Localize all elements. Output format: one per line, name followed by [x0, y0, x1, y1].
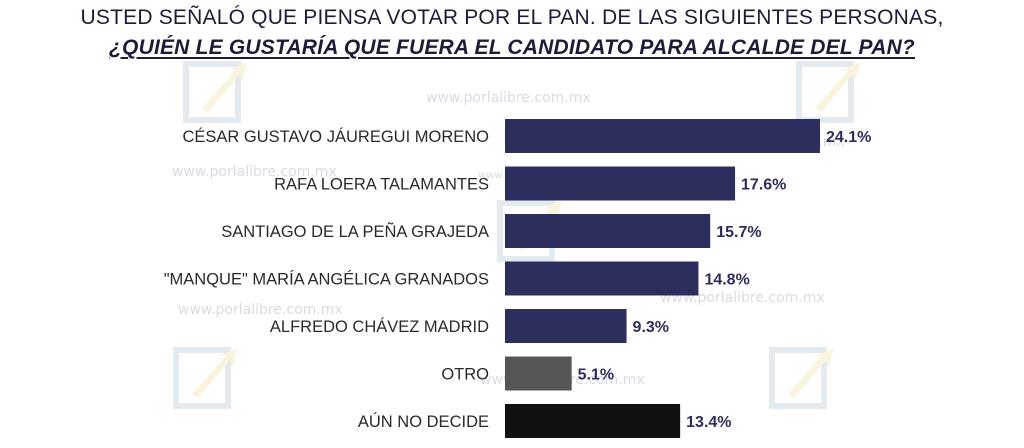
bar	[505, 119, 820, 153]
value-label: 15.7%	[716, 224, 761, 241]
watermark-text: www.porlalibre.com.mx	[178, 302, 343, 318]
watermark-logo-icon	[173, 347, 238, 409]
watermark-logo-icon	[769, 347, 834, 409]
value-label: 13.4%	[686, 414, 731, 431]
category-label: OTRO	[441, 366, 489, 384]
chart-title-question: ¿QUIÉN LE GUSTARÍA QUE FUERA EL CANDIDAT…	[109, 36, 915, 59]
bar	[505, 356, 572, 391]
bar	[505, 261, 699, 296]
category-label: RAFA LOERA TALAMANTES	[274, 176, 489, 194]
watermark-text: www.porlalibre.com.mx	[660, 290, 825, 306]
value-label: 14.8%	[704, 272, 749, 289]
watermark-logo-icon	[796, 61, 861, 123]
watermark-logo-icon	[183, 61, 248, 123]
category-label: "MANQUE" MARÍA ANGÉLICA GRANADOS	[164, 270, 489, 289]
category-label: AÚN NO DECIDE	[358, 412, 489, 431]
value-label: 5.1%	[578, 367, 614, 384]
bar	[505, 309, 627, 343]
bar	[505, 214, 711, 248]
chart-title-line2: ¿QUIÉN LE GUSTARÍA QUE FUERA EL CANDIDAT…	[0, 36, 1024, 60]
category-label: CÉSAR GUSTAVO JÁUREGUI MORENO	[182, 127, 489, 146]
value-label: 24.1%	[826, 129, 871, 146]
bar	[505, 404, 681, 438]
watermark-text: www.porlalibre.com.mx	[426, 90, 591, 106]
bar	[505, 166, 736, 201]
category-label: SANTIAGO DE LA PEÑA GRAJEDA	[221, 221, 489, 241]
category-label: ALFREDO CHÁVEZ MADRID	[270, 317, 489, 336]
value-label: 17.6%	[741, 177, 786, 194]
watermark-text: www.porlalibre.com.mx	[172, 164, 337, 180]
value-label: 9.3%	[633, 319, 669, 336]
chart-title-line1: USTED SEÑALÓ QUE PIENSA VOTAR POR EL PAN…	[80, 6, 944, 29]
